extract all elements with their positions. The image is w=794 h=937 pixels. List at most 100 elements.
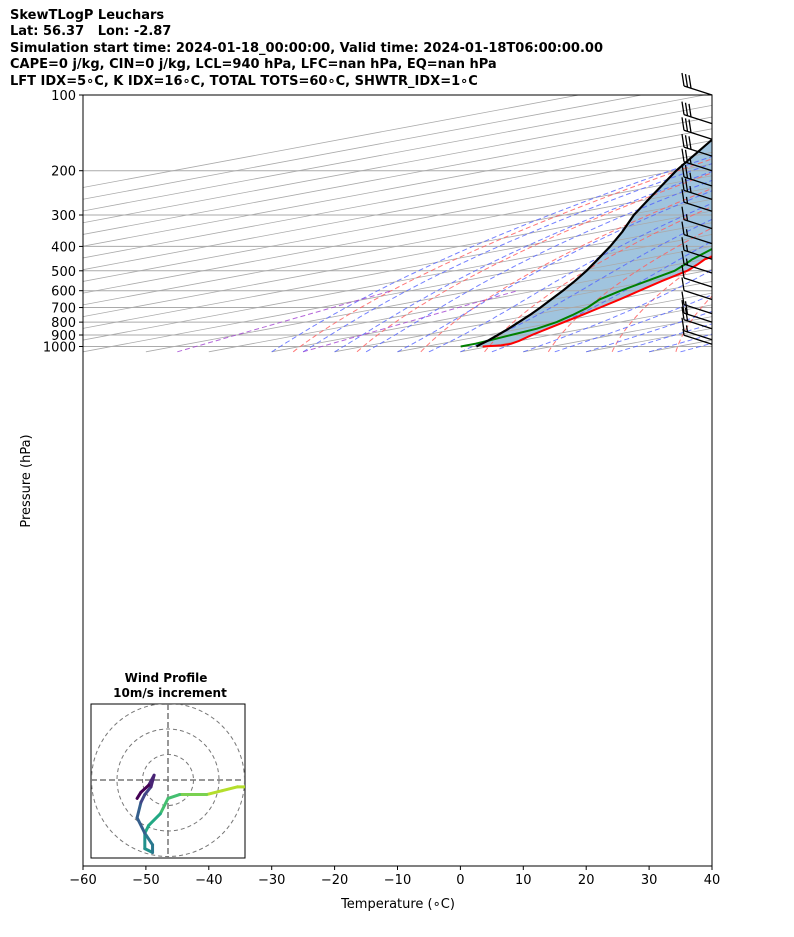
hodograph-trace bbox=[139, 783, 151, 794]
hodograph-trace bbox=[147, 812, 162, 827]
wind-barbs bbox=[681, 72, 713, 345]
chart-header: SkewTLogP Leuchars Lat: 56.37 Lon: -2.87… bbox=[10, 8, 603, 90]
isotherm-gridline bbox=[711, 351, 712, 352]
isotherm-gridline bbox=[271, 269, 712, 353]
x-tick-label: −50 bbox=[132, 873, 159, 888]
wind-barb-flag bbox=[681, 72, 685, 87]
x-tick-label: −40 bbox=[195, 873, 222, 888]
isotherm-gridline bbox=[83, 116, 712, 235]
moist-adiabat bbox=[711, 351, 712, 352]
convective-parameters: CAPE=0 j/kg, CIN=0 j/kg, LCL=940 hPa, LF… bbox=[10, 57, 497, 73]
isotherm-gridline bbox=[83, 95, 579, 188]
moist-adiabat bbox=[365, 179, 712, 353]
wind-barb-shaft bbox=[683, 263, 713, 274]
x-tick-label: −10 bbox=[384, 873, 411, 888]
isotherm-gridline bbox=[145, 245, 712, 353]
wind-barb-flag bbox=[681, 264, 685, 279]
y-tick-label: 100 bbox=[51, 89, 76, 104]
wind-barb-flag bbox=[684, 301, 689, 315]
wind-barb-shaft bbox=[683, 249, 713, 260]
wind-barb-flag bbox=[689, 172, 692, 180]
parcel-profile bbox=[475, 138, 712, 348]
wind-barb-shaft bbox=[683, 176, 713, 187]
wind-barb-shaft bbox=[683, 219, 713, 230]
wind-barb-flag bbox=[681, 237, 685, 251]
isotherm-gridline bbox=[83, 151, 712, 271]
wind-barb-flag bbox=[681, 317, 685, 331]
hodograph-trace bbox=[143, 785, 153, 797]
wind-barb-flag bbox=[681, 250, 685, 265]
moist-adiabat bbox=[334, 170, 712, 353]
simulation-times: Simulation start time: 2024-01-18_00:00:… bbox=[10, 40, 603, 56]
wind-barb-flag bbox=[685, 196, 689, 204]
x-axis-ticks: −60 −50 −40 −30 −20 −10 0 10 20 30 40 bbox=[69, 866, 720, 888]
isotherm-gridline bbox=[83, 222, 712, 341]
wind-barb-flag bbox=[685, 214, 689, 221]
y-tick-label: 400 bbox=[51, 240, 76, 255]
isotherm-gridline bbox=[334, 280, 712, 353]
wind-barb-flag bbox=[685, 258, 689, 266]
wind-barb-shaft bbox=[683, 334, 713, 345]
wind-barb-shaft bbox=[683, 189, 713, 200]
wind-barb-flag bbox=[682, 328, 685, 336]
y-tick-label: 300 bbox=[51, 209, 76, 224]
wind-barb-flag bbox=[688, 75, 692, 89]
wind-barb-shaft bbox=[683, 319, 713, 330]
isotherm-gridline bbox=[83, 104, 712, 224]
wind-barb-flag bbox=[684, 118, 689, 132]
wind-barb-flag bbox=[684, 135, 689, 149]
isotherm-gridline bbox=[83, 175, 712, 294]
wind-barb-shaft bbox=[683, 201, 713, 212]
x-axis-label: Temperature (∘C) bbox=[340, 897, 455, 912]
chart-title: SkewTLogP Leuchars bbox=[10, 8, 165, 23]
isotherm-gridline bbox=[83, 140, 712, 259]
x-tick-label: −30 bbox=[258, 873, 285, 888]
wind-barb-flag bbox=[681, 277, 685, 291]
wind-barb-flag bbox=[681, 206, 685, 220]
hodograph-trace bbox=[135, 816, 147, 835]
wind-barb-shaft bbox=[683, 303, 713, 315]
y-axis-label: Pressure (hPa) bbox=[19, 434, 34, 527]
hodograph-trace bbox=[143, 831, 155, 847]
isotherm-gridline bbox=[397, 292, 712, 353]
wind-barb-flag bbox=[681, 177, 685, 191]
dry-adiabat bbox=[292, 158, 712, 353]
wind-barb-shaft bbox=[683, 129, 713, 140]
wind-barb-shaft bbox=[683, 289, 713, 301]
dewpoint-profile bbox=[460, 247, 712, 348]
wind-barb-flag bbox=[689, 185, 692, 193]
isotherm-gridline bbox=[83, 234, 712, 353]
dry-adiabat bbox=[611, 254, 712, 353]
y-tick-label: 600 bbox=[51, 285, 76, 300]
hodograph-trace bbox=[158, 796, 170, 816]
thermo-lines bbox=[83, 95, 712, 353]
wind-barb-flag bbox=[689, 157, 692, 165]
wind-barb-flag bbox=[688, 103, 692, 117]
wind-barb-flag bbox=[681, 189, 685, 203]
stability-indices: LFT IDX=5∘C, K IDX=16∘C, TOTAL TOTS=60∘C… bbox=[10, 73, 478, 89]
wind-barb-flag bbox=[681, 101, 685, 115]
wind-barb-flag bbox=[684, 164, 689, 179]
wind-barb-flag bbox=[681, 221, 685, 235]
hodograph-inset: Wind Profile 10m/s increment bbox=[90, 671, 246, 859]
station-location: Lat: 56.37 Lon: -2.87 bbox=[10, 24, 172, 40]
y-tick-label: 500 bbox=[51, 265, 76, 280]
isotherm-gridline bbox=[83, 163, 712, 282]
isotherm-gridline bbox=[83, 95, 642, 200]
y-tick-label: 1000 bbox=[43, 341, 76, 356]
wind-barb-flag bbox=[681, 291, 685, 305]
wind-barb-flag bbox=[685, 325, 689, 332]
hodograph-trace bbox=[220, 785, 240, 793]
wind-barb-flag bbox=[684, 149, 689, 163]
wind-barb-flag bbox=[685, 244, 689, 252]
isotherm-gridline bbox=[83, 128, 712, 247]
x-tick-label: 10 bbox=[515, 873, 532, 888]
wind-barb-shaft bbox=[683, 277, 713, 288]
wind-barb-shaft bbox=[683, 234, 713, 245]
moist-adiabat bbox=[523, 269, 712, 353]
y-tick-label: 800 bbox=[51, 316, 76, 331]
wind-barb-flag bbox=[681, 134, 685, 148]
wind-barb-flag bbox=[681, 148, 685, 162]
